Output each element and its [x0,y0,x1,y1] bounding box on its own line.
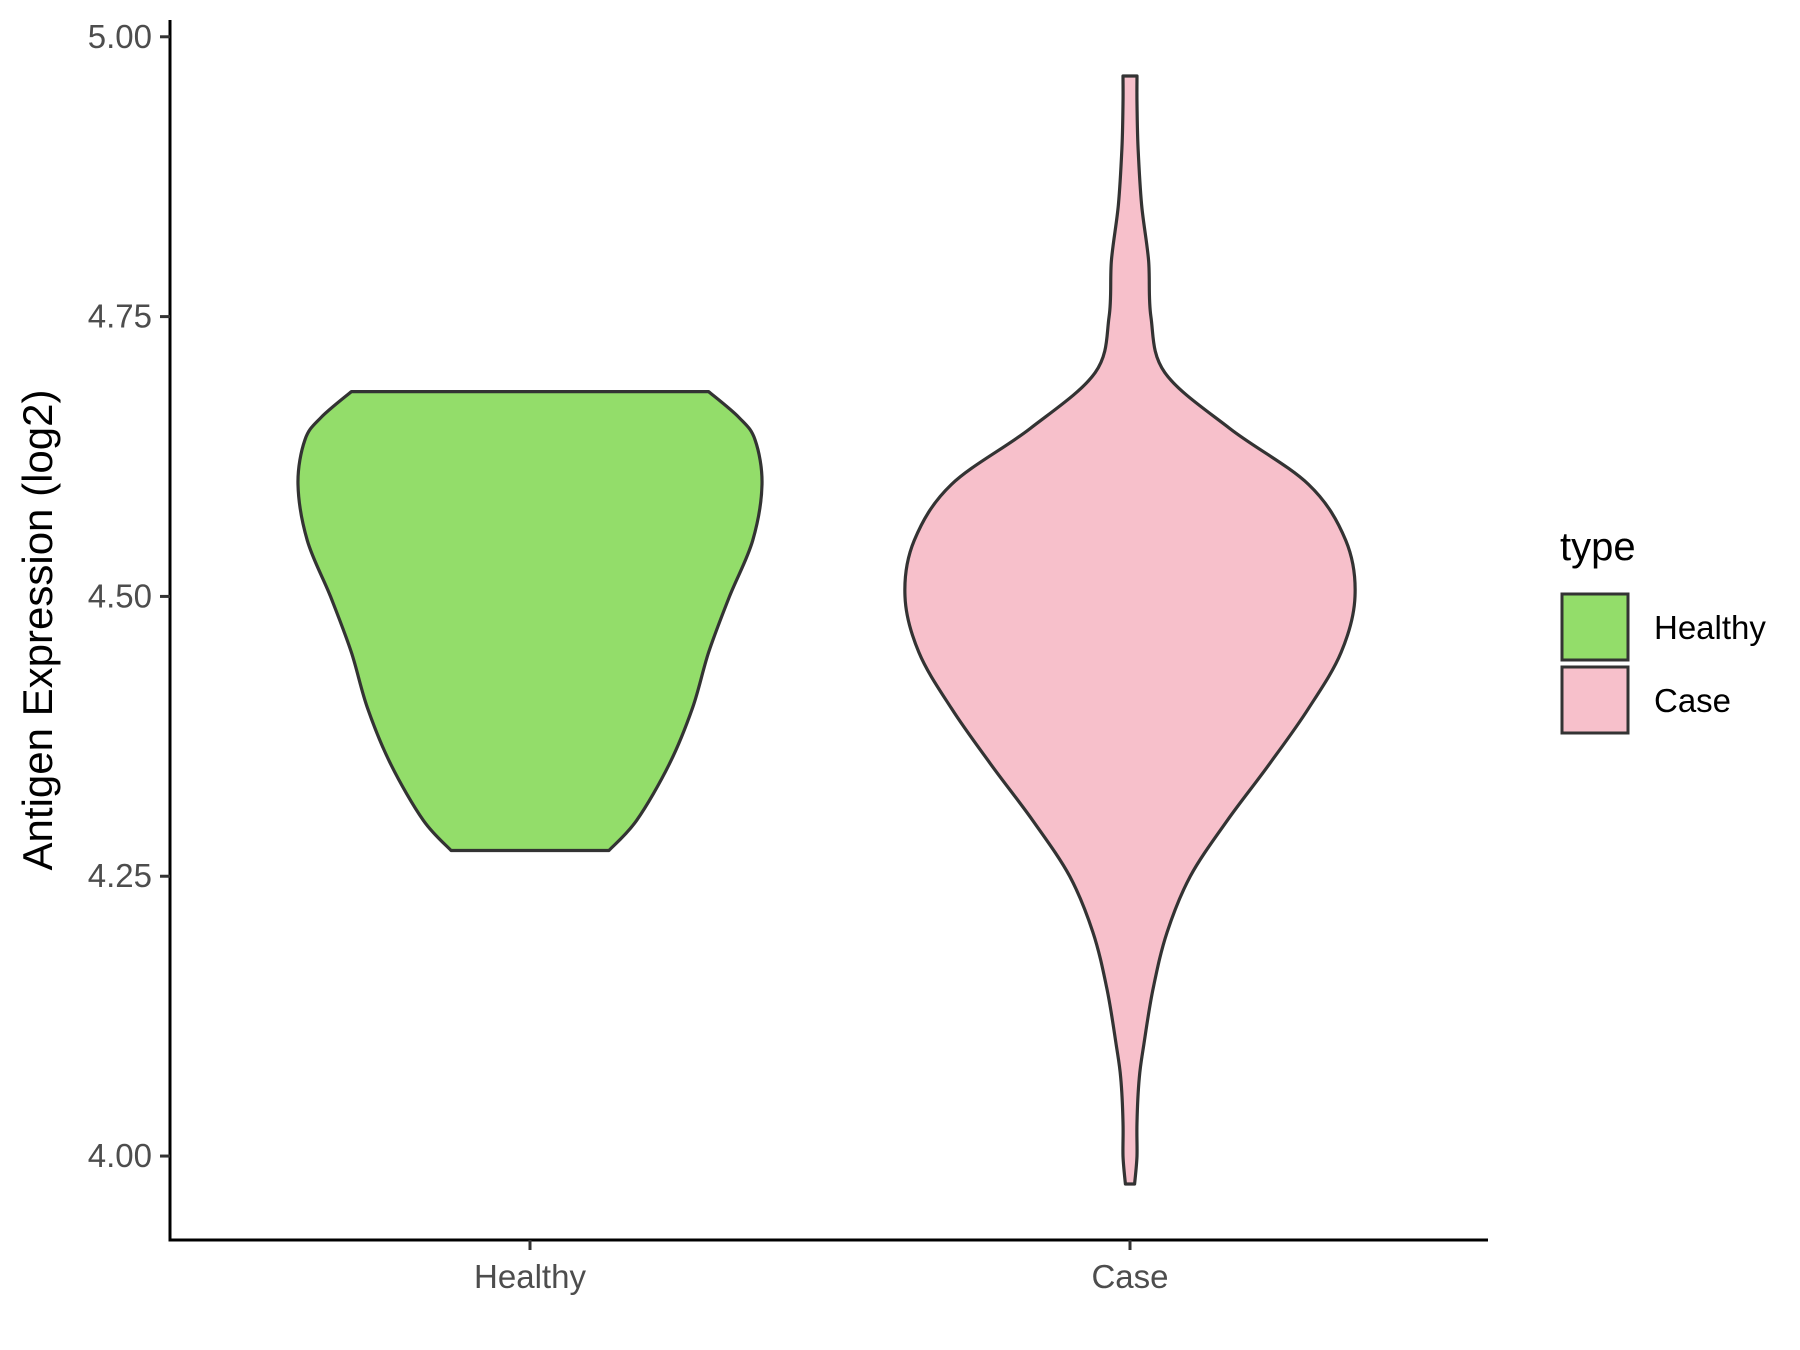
axes: 4.00 4.25 4.50 4.75 5.00 Healthy Case [88,18,1488,1295]
violin-healthy [296,390,764,853]
violin-case [903,74,1357,1186]
y-tick-label: 5.00 [88,18,152,55]
y-axis-title: Antigen Expression (log2) [14,390,61,871]
legend-key-healthy [1560,592,1630,662]
y-tick-label: 4.25 [88,857,152,894]
legend-label-healthy: Healthy [1654,609,1766,646]
x-tick-label: Case [1091,1258,1168,1295]
y-tick-label: 4.50 [88,577,152,614]
x-tick-label: Healthy [474,1258,586,1295]
plot-area [296,74,1357,1186]
y-tick-label: 4.00 [88,1137,152,1174]
legend-key-case [1560,665,1630,735]
legend: type Healthy Case [1560,525,1766,735]
legend-title: type [1560,525,1636,569]
legend-label-case: Case [1654,682,1731,719]
y-tick-label: 4.75 [88,298,152,335]
